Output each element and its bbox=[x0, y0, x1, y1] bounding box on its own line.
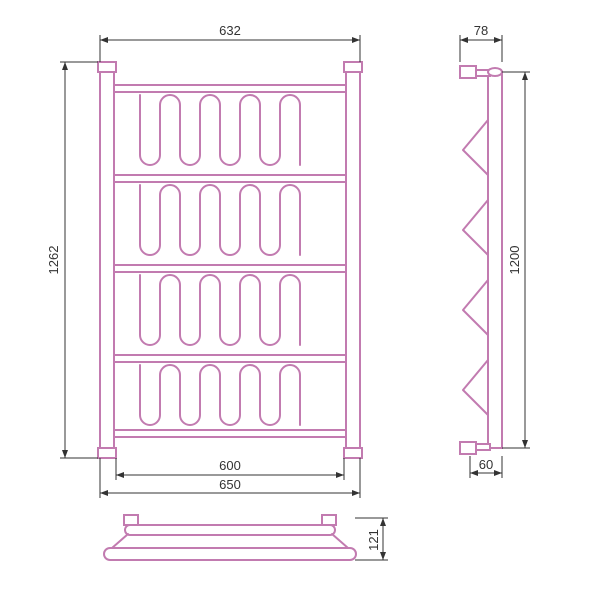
top-view bbox=[104, 515, 356, 560]
dim-78: 78 bbox=[474, 23, 488, 38]
dim-1200: 1200 bbox=[507, 246, 522, 275]
dim-60: 60 bbox=[479, 457, 493, 472]
technical-drawing: 632 1262 600 650 bbox=[0, 0, 600, 600]
front-view bbox=[98, 62, 362, 458]
front-dims: 632 1262 600 650 bbox=[46, 23, 360, 498]
dim-632: 632 bbox=[219, 23, 241, 38]
dim-650: 650 bbox=[219, 477, 241, 492]
dim-1262: 1262 bbox=[46, 246, 61, 275]
dim-600: 600 bbox=[219, 458, 241, 473]
dim-121: 121 bbox=[366, 529, 381, 551]
side-view bbox=[460, 66, 502, 454]
top-dims: 121 bbox=[355, 518, 388, 560]
